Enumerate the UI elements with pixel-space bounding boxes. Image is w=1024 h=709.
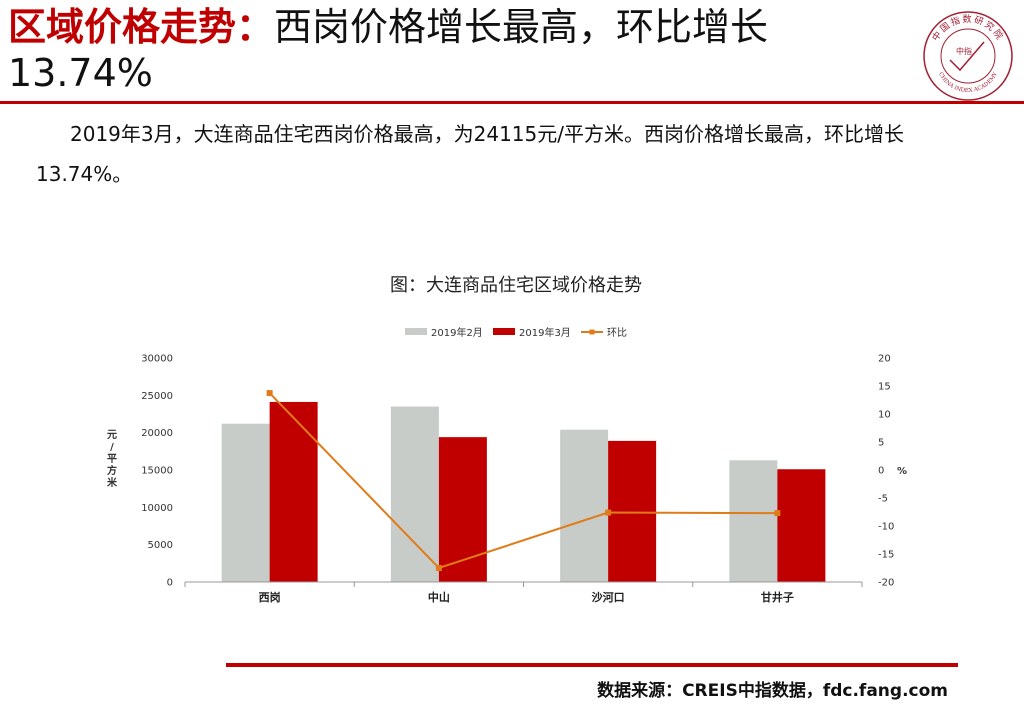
logo-check-mark (949, 41, 985, 72)
left-tick-label: 15000 (141, 466, 173, 477)
right-axis-label: % (897, 466, 907, 477)
page-title-topic: 区域价格走势： (8, 5, 275, 49)
left-axis-label-char: / (110, 442, 114, 453)
data-source: 数据来源：CREIS中指数据，fdc.fang.com (597, 681, 948, 701)
page-title-headline: 西岗价格增长最高，环比增长 (274, 5, 769, 49)
mom-line-series (266, 390, 781, 571)
left-axis-label-char: 米 (107, 476, 118, 489)
legend-swatch (493, 328, 515, 335)
mom-line (268, 392, 778, 570)
left-tick-label: 10000 (141, 503, 173, 514)
right-tick-label: 20 (878, 354, 891, 365)
bar-中山-2019年2月 (390, 406, 439, 582)
legend-item-0: 2019年2月 (405, 326, 483, 339)
category-label: 中山 (428, 590, 450, 604)
right-tick-label: -20 (878, 578, 894, 589)
summary-paragraph: 2019年3月，大连商品住宅西岗价格最高，为24115元/平方米。西岗价格增长最… (36, 114, 996, 194)
left-tick-label: 25000 (141, 391, 173, 402)
legend-swatch (405, 328, 427, 335)
right-tick-label: 10 (878, 410, 891, 421)
legend-item-1: 2019年3月 (493, 326, 571, 339)
left-tick-label: 0 (167, 578, 173, 589)
chart-title: 图：大连商品住宅区域价格走势 (390, 275, 642, 296)
left-axis-label-char: 方 (107, 464, 117, 477)
right-tick-label: -15 (878, 550, 894, 561)
mom-point-中山 (435, 565, 442, 571)
category-label: 甘井子 (761, 590, 794, 604)
bar-甘井子-2019年3月 (777, 469, 826, 582)
right-tick-label: 5 (878, 438, 884, 449)
legend-label: 2019年3月 (519, 326, 571, 339)
bar-中山-2019年3月 (438, 437, 487, 582)
right-tick-label: -5 (878, 494, 888, 505)
left-axis-label-char: 元 (107, 429, 117, 441)
legend-item-2: 环比 (581, 327, 627, 339)
bar-沙河口-2019年2月 (560, 429, 609, 582)
mom-point-沙河口 (605, 509, 612, 516)
right-tick-label: -10 (878, 522, 894, 533)
right-tick-label: 0 (878, 466, 884, 477)
bar-甘井子-2019年2月 (729, 460, 778, 582)
right-y-axis: -20 -15 -10 -5 0 5 10 15 20% (878, 354, 907, 589)
chart-legend: 2019年2月 2019年3月 环比 (405, 326, 627, 339)
left-tick-label: 30000 (141, 354, 173, 365)
price-trend-chart: 图：大连商品住宅区域价格走势 2019年2月 2019年3月 环比 05000100… (107, 275, 907, 604)
left-tick-label: 20000 (141, 428, 173, 439)
bar-西岗-2019年3月 (269, 401, 318, 582)
mom-point-西岗 (266, 390, 273, 397)
legend-marker (589, 329, 595, 335)
footer-divider (226, 663, 958, 667)
legend-label: 环比 (607, 327, 627, 339)
x-axis: 西岗 中山 沙河口 甘井子 (184, 581, 863, 604)
left-axis-label-char: 平 (107, 453, 117, 465)
left-y-axis: 0 5000 10000 15000 20000 25000 30000 元/平方米 (107, 354, 173, 589)
bar-沙河口-2019年3月 (608, 440, 657, 582)
page-title-percent: 13.74% (8, 51, 153, 95)
mom-point-甘井子 (774, 510, 781, 517)
left-tick-label: 5000 (148, 540, 173, 551)
right-tick-label: 15 (878, 382, 891, 393)
page-title: 区域价格走势：西岗价格增长最高，环比增长 13.74% (8, 4, 908, 96)
summary-text: 2019年3月，大连商品住宅西岗价格最高，为24115元/平方米。西岗价格增长最… (36, 122, 904, 186)
legend-label: 2019年2月 (431, 326, 483, 339)
category-label: 西岗 (259, 590, 281, 604)
logo-center-text: 中指 (956, 46, 972, 56)
bar-西岗-2019年2月 (221, 423, 270, 582)
china-index-academy-logo: 中国指数研究院 CHINA INDEX ACADEMY 中指 (923, 11, 1013, 101)
category-label: 沙河口 (592, 590, 625, 604)
header-divider (0, 101, 1024, 104)
chart-bars (221, 401, 826, 582)
